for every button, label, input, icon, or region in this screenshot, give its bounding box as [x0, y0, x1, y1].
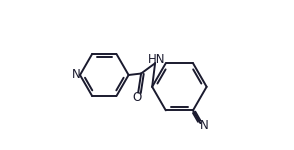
Text: O: O	[132, 91, 141, 104]
Text: HN: HN	[148, 53, 165, 66]
Text: N: N	[72, 69, 81, 81]
Text: N: N	[200, 119, 208, 132]
